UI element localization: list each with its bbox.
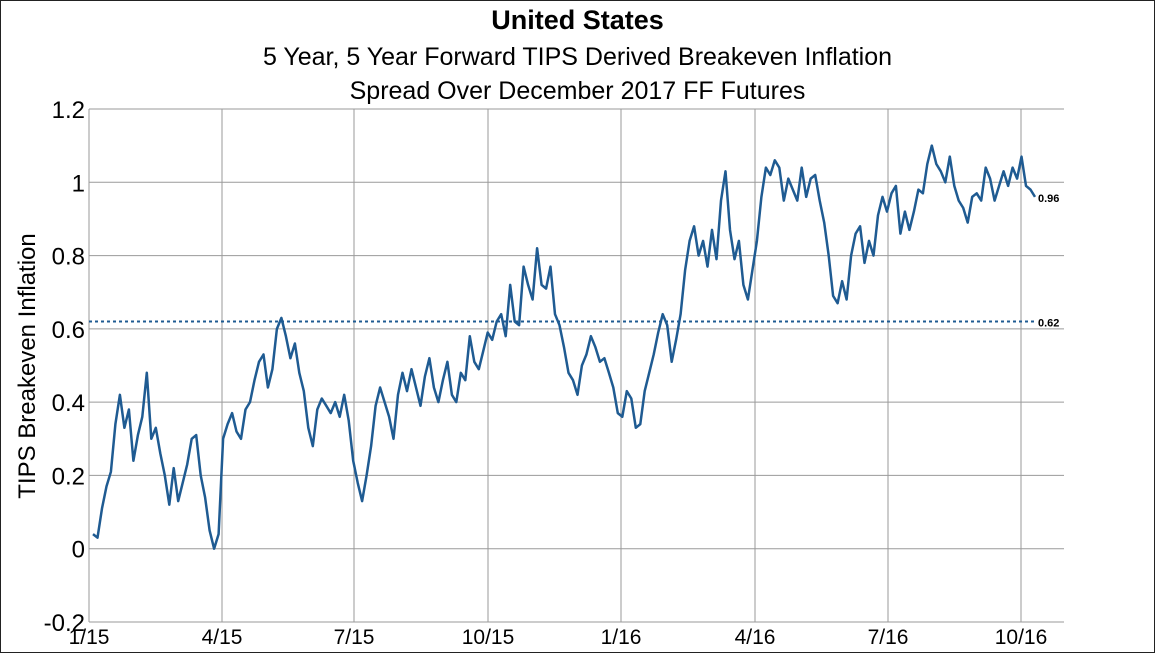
reference-line-label: 0.62 — [1038, 318, 1059, 330]
y-tick-label: 1 — [72, 170, 85, 197]
y-tick-label: 0.4 — [52, 390, 85, 417]
y-tick-label: 0.2 — [52, 463, 85, 490]
x-tick-label: 10/15 — [462, 626, 515, 649]
series-line — [92, 144, 1037, 550]
x-tick-label: 1/15 — [69, 626, 110, 649]
reference-line-group: 0.62 — [89, 318, 1059, 330]
y-axis-label: TIPS Breakeven Inflation — [14, 233, 41, 498]
grid-lines — [88, 108, 1064, 623]
chart-title: United States — [491, 5, 664, 35]
x-tick-label: 7/16 — [868, 626, 909, 649]
x-tick-label: 1/16 — [601, 626, 642, 649]
x-tick-label: 4/15 — [202, 626, 243, 649]
x-tick-label: 10/16 — [995, 626, 1048, 649]
chart-subtitle-line-1: 5 Year, 5 Year Forward TIPS Derived Brea… — [262, 43, 893, 71]
chart-subtitle-line-2: Spread Over December 2017 FF Futures — [349, 77, 806, 105]
y-tick-label: 0 — [72, 537, 85, 564]
y-tick-label: 0.6 — [52, 317, 85, 344]
x-tick-label: 4/16 — [735, 626, 776, 649]
y-tick-label: -0.2 — [44, 610, 85, 637]
series-group: 0.96 — [92, 144, 1059, 550]
x-axis-ticks: 1/15 4/15 7/15 10/15 1/16 4/16 7/16 10/16 — [69, 626, 1048, 649]
y-tick-label: 1.2 — [52, 97, 85, 124]
x-tick-label: 7/15 — [334, 626, 375, 649]
y-axis-ticks: 1.2 1 0.8 0.6 0.4 0.2 0 -0.2 — [44, 97, 85, 637]
y-tick-label: 0.8 — [52, 244, 85, 271]
last-value-label: 0.96 — [1038, 193, 1059, 205]
